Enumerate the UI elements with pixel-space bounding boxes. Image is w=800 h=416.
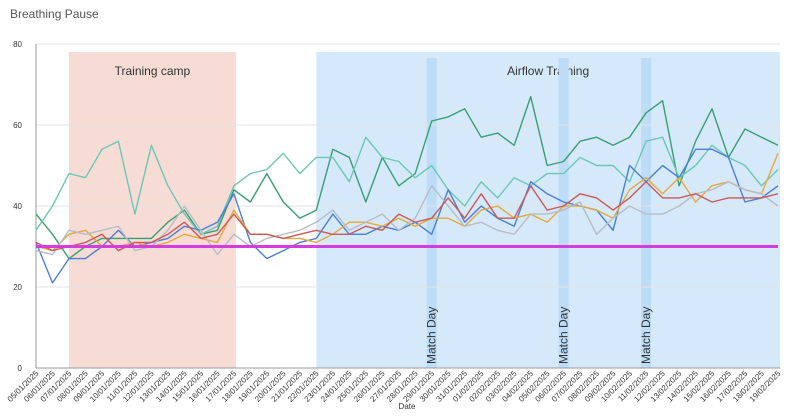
match-day-band	[426, 58, 437, 368]
match-day-label: Match Day	[425, 307, 439, 364]
series-line	[35, 148, 779, 284]
x-axis-label: Date	[399, 402, 416, 411]
y-tick-label: 0	[18, 364, 23, 373]
match-day-band	[558, 58, 569, 368]
chart-title: Breathing Pause	[10, 7, 99, 21]
series-line	[35, 181, 779, 252]
region	[68, 52, 236, 368]
y-tick-label: 60	[13, 121, 22, 130]
match-day-label: Match Day	[557, 307, 571, 364]
match-day-label: Match Day	[639, 307, 653, 364]
series-line	[35, 136, 779, 235]
y-tick-label: 80	[13, 40, 22, 49]
series-line	[35, 95, 779, 260]
series-line	[35, 153, 779, 252]
region-label: Airflow Training	[507, 64, 589, 78]
region-label: Training camp	[115, 64, 191, 78]
match-day-band	[641, 58, 652, 368]
y-tick-label: 40	[13, 202, 22, 211]
y-tick-label: 20	[13, 283, 22, 292]
